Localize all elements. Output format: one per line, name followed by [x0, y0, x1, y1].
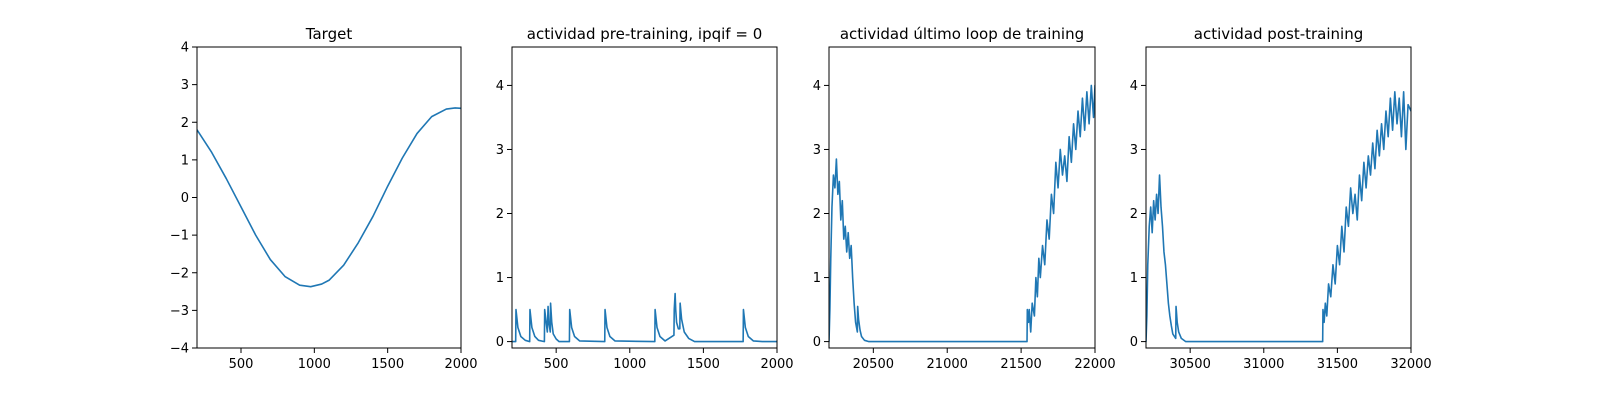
y-tick-label: 4 — [496, 79, 504, 94]
x-tick-label: 22000 — [1074, 357, 1115, 372]
x-tick-label: 1000 — [298, 357, 331, 372]
y-tick-label: 1 — [813, 271, 821, 286]
panel-title: Target — [305, 25, 353, 43]
panel-post-training: actividad post-training 30500 31000 31500 3… — [1130, 25, 1432, 372]
panel-title: actividad último loop de training — [840, 25, 1084, 43]
y-tick-label: −4 — [170, 342, 189, 357]
y-tick-label: 1 — [181, 153, 189, 168]
y-tick-label: 0 — [813, 335, 821, 350]
y-tick-label: 2 — [496, 207, 504, 222]
y-tick-label: 1 — [1130, 271, 1138, 286]
y-tick-label: 0 — [1130, 335, 1138, 350]
y-tick-label: 2 — [813, 207, 821, 222]
y-tick-label: 3 — [813, 143, 821, 158]
axes-frame — [511, 46, 778, 349]
x-tick-label: 1000 — [613, 357, 646, 372]
x-tick-label: 500 — [544, 357, 569, 372]
y-tick-label: 2 — [181, 116, 189, 131]
x-tick-label: 2000 — [444, 357, 477, 372]
axes-frame — [1145, 46, 1412, 349]
x-tick-label: 20500 — [853, 357, 894, 372]
series-line — [1146, 91, 1411, 343]
x-tick-label: 1500 — [687, 357, 720, 372]
x-tick-label: 500 — [229, 357, 254, 372]
x-tick-label: 21500 — [1000, 357, 1041, 372]
y-tick-label: 1 — [496, 271, 504, 286]
panel-pre-training: actividad pre-training, ipqif = 0 500 100… — [496, 25, 794, 372]
axes-frame — [828, 46, 1096, 349]
x-tick-label: 1500 — [371, 357, 404, 372]
panel-title: actividad post-training — [1194, 25, 1363, 43]
panel-target: Target 500 1000 1500 2000 −4 −3 −2 −1 0 1 2 3 4 — [170, 25, 478, 372]
panel-last-training-loop: actividad último loop de training 20500 2… — [813, 25, 1116, 372]
y-tick-label: 4 — [1130, 79, 1138, 94]
series-line — [197, 107, 461, 288]
x-tick-label: 2000 — [760, 357, 793, 372]
x-tick-label: 31000 — [1243, 357, 1284, 372]
y-tick-label: −1 — [170, 229, 189, 244]
y-tick-label: −2 — [170, 266, 189, 281]
y-tick-label: 2 — [1130, 207, 1138, 222]
y-tick-label: 3 — [1130, 143, 1138, 158]
y-tick-label: 4 — [181, 41, 189, 56]
y-tick-label: −3 — [170, 304, 189, 319]
panel-title: actividad pre-training, ipqif = 0 — [527, 25, 763, 43]
series-line — [512, 292, 777, 343]
series-line — [829, 84, 1095, 343]
x-tick-label: 21000 — [927, 357, 968, 372]
x-tick-label: 32000 — [1390, 357, 1431, 372]
y-tick-label: 0 — [181, 191, 189, 206]
x-tick-label: 31500 — [1317, 357, 1358, 372]
y-tick-label: 3 — [181, 78, 189, 93]
y-tick-label: 3 — [496, 143, 504, 158]
y-tick-label: 4 — [813, 79, 821, 94]
y-tick-label: 0 — [496, 335, 504, 350]
x-tick-label: 30500 — [1169, 357, 1210, 372]
